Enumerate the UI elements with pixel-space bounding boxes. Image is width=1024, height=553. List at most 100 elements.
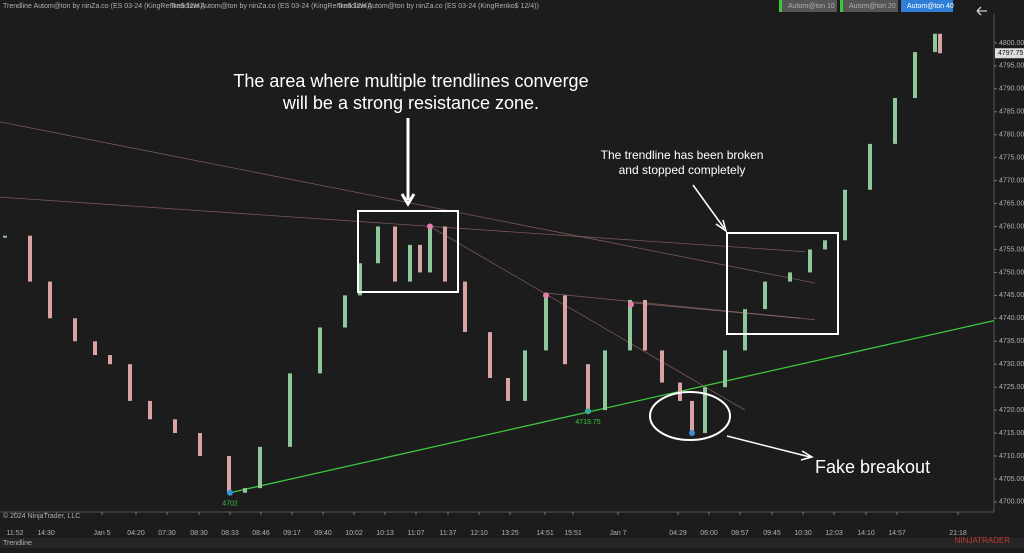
brick <box>258 446 262 489</box>
pivot <box>227 489 233 496</box>
brick <box>843 189 847 241</box>
brick <box>343 295 347 328</box>
brick <box>28 235 32 282</box>
button[interactable] <box>901 0 953 12</box>
brick <box>823 240 827 250</box>
y-tick-label: 4775.00 <box>999 155 1024 162</box>
brick <box>318 327 322 374</box>
x-tick-label: Jan 5 <box>93 530 110 537</box>
x-tick-label: 14:57 <box>888 530 906 537</box>
pivot-label: 4702 <box>222 501 238 508</box>
x-tick-label: 11:37 <box>440 530 457 537</box>
brick <box>48 281 52 319</box>
x-tick-label: 12:10 <box>470 530 488 537</box>
brick <box>108 355 112 365</box>
brick <box>358 263 362 296</box>
button[interactable] <box>779 0 837 12</box>
x-tick-label: 09:17 <box>283 530 301 537</box>
brick <box>933 33 937 53</box>
y-tick-label: 4800.00 <box>999 40 1024 47</box>
button-label[interactable]: Autom@ton 10 <box>788 3 835 10</box>
button-accent <box>840 0 843 12</box>
y-tick-label: 4705.00 <box>999 476 1024 483</box>
y-tick-label: 4740.00 <box>999 315 1024 322</box>
logo: NINJATRADER <box>955 536 1011 545</box>
brick <box>628 299 632 351</box>
brick <box>763 281 767 310</box>
y-tick-label: 4755.00 <box>999 246 1024 253</box>
x-tick-label: 14:10 <box>857 530 875 537</box>
trendline <box>229 319 995 494</box>
back-arrow[interactable] <box>976 6 987 16</box>
annotation: Fake breakout <box>815 457 930 477</box>
button[interactable] <box>840 0 898 12</box>
y-tick-label: 4765.00 <box>999 200 1024 207</box>
x-tick-label: 12:03 <box>825 530 843 537</box>
tab[interactable]: Trendline <box>3 540 32 547</box>
y-tick-label: 4760.00 <box>999 223 1024 230</box>
header-text: Trendline Autom@ton by ninZa.co (ES 03-2… <box>170 3 372 10</box>
plot: 4700.00 4705.00 4710.00 4715.00 4720.00 4725.… <box>0 33 1024 537</box>
brick <box>73 318 77 342</box>
brick <box>128 364 132 401</box>
price-label-box <box>995 48 1024 59</box>
arrow <box>726 435 814 461</box>
button-label[interactable]: Autom@ton 40 <box>907 3 954 10</box>
y-tick-label: 4735.00 <box>999 338 1024 345</box>
brick <box>227 456 231 493</box>
button-label[interactable]: Autom@ton 20 <box>849 3 896 10</box>
x-tick-label: 10:02 <box>345 530 363 537</box>
brick <box>703 387 707 434</box>
brick <box>743 309 747 351</box>
y-tick-label: 4795.00 <box>999 63 1024 70</box>
x-tick-label: 04:20 <box>127 530 145 537</box>
brick <box>788 272 792 282</box>
header: Trendline Autom@ton by ninZa.co (ES 03-2… <box>3 3 539 10</box>
button-accent <box>779 0 782 12</box>
brick <box>428 226 432 273</box>
x-tick-label: 11:52 <box>7 530 24 537</box>
brick <box>288 373 292 447</box>
brick <box>463 281 467 333</box>
trendline <box>630 302 801 319</box>
y-tick-label: 4780.00 <box>999 132 1024 139</box>
brick <box>173 419 177 434</box>
copyright: © 2024 NinjaTrader, LLC <box>3 512 80 520</box>
x-tick-label: 21:18 <box>949 530 967 537</box>
brick <box>544 295 548 351</box>
pivot <box>427 223 433 230</box>
y-tick-label: 4790.00 <box>999 86 1024 93</box>
header-text: Trendline Autom@ton by ninZa.co (ES 03-2… <box>3 3 205 10</box>
arrow <box>400 118 416 207</box>
y-tick-label: 4745.00 <box>999 292 1024 299</box>
x-tick-label: 09:40 <box>314 530 332 537</box>
y-tick-label: 4725.00 <box>999 384 1024 391</box>
brick <box>893 97 897 144</box>
pivot-label: 4719.75 <box>575 419 600 426</box>
brick <box>868 143 872 190</box>
x-tick-label: 06:00 <box>700 530 718 537</box>
brick <box>563 295 567 365</box>
brick <box>393 226 397 282</box>
x-tick-label: 14:30 <box>37 530 55 537</box>
pivot <box>689 430 695 437</box>
brick <box>148 400 152 420</box>
x-tick-label: Jan 7 <box>609 530 626 537</box>
brick <box>603 350 607 411</box>
x-tick-label: 09:45 <box>763 530 781 537</box>
pivot <box>585 408 591 415</box>
header-text: Trendline Autom@ton by ninZa.co (ES 03-2… <box>337 3 539 10</box>
brick <box>443 226 447 282</box>
ellipse <box>649 391 731 441</box>
brick <box>660 350 664 383</box>
brick <box>243 488 247 493</box>
annotation: The trendline has been broken <box>601 148 764 162</box>
trendline <box>429 226 746 411</box>
zone-box <box>726 232 839 335</box>
annotation: and stopped completely <box>619 163 746 177</box>
y-tick-label: 4710.00 <box>999 453 1024 460</box>
trendline <box>0 196 806 253</box>
x-tick-label: 11:07 <box>408 530 425 537</box>
